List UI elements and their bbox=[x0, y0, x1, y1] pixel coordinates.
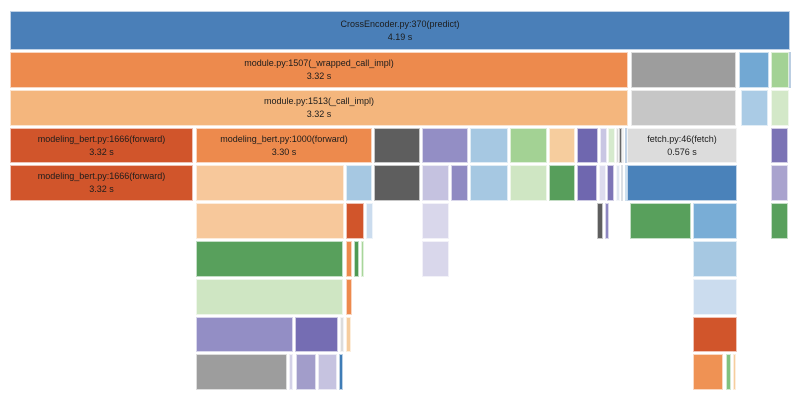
frame-block[interactable] bbox=[739, 52, 769, 88]
frame-block[interactable] bbox=[622, 128, 624, 163]
frame-block[interactable] bbox=[361, 241, 364, 277]
frame-block[interactable] bbox=[549, 128, 575, 163]
frame-block[interactable] bbox=[374, 128, 420, 163]
frame-label: modeling_bert.py:1666(forward) bbox=[37, 171, 166, 182]
frame-block[interactable] bbox=[693, 354, 723, 390]
frame-label: CrossEncoder.py:370(predict) bbox=[340, 18, 460, 29]
frame-block[interactable] bbox=[196, 165, 344, 201]
frame-time: 3.32 s bbox=[306, 71, 332, 81]
frame-wrapped-call-impl[interactable]: module.py:1507(_wrapped_call_impl) 3.32 s bbox=[10, 52, 628, 88]
frame-time: 3.30 s bbox=[271, 146, 297, 157]
frame-block[interactable] bbox=[624, 128, 627, 163]
frame-fetch[interactable]: fetch.py:46(fetch) 0.576 s bbox=[627, 128, 737, 163]
frame-block[interactable] bbox=[346, 279, 352, 315]
frame-time: 4.19 s bbox=[387, 31, 413, 42]
frame-block[interactable] bbox=[771, 52, 789, 88]
frame-block[interactable] bbox=[346, 317, 351, 352]
frame-label: module.py:1513(_call_impl) bbox=[263, 96, 375, 107]
frame-block[interactable] bbox=[741, 90, 768, 126]
frame-modeling-bert-1666-forward[interactable]: modeling_bert.py:1666(forward) 3.32 s bbox=[10, 128, 193, 163]
frame-block[interactable] bbox=[597, 203, 603, 239]
frame-time: 3.32 s bbox=[306, 109, 332, 119]
frame-block[interactable] bbox=[577, 128, 598, 163]
frame-label: modeling_bert.py:1666(forward) bbox=[37, 133, 166, 144]
frame-call-impl[interactable]: module.py:1513(_call_impl) 3.32 s bbox=[10, 90, 628, 126]
frame-block[interactable] bbox=[510, 128, 547, 163]
frame-block[interactable] bbox=[196, 279, 343, 315]
frame-modeling-bert-1666-forward[interactable]: modeling_bert.py:1666(forward) 3.32 s bbox=[10, 165, 193, 201]
frame-block[interactable] bbox=[470, 128, 508, 163]
frame-block[interactable] bbox=[346, 165, 372, 201]
frame-block[interactable] bbox=[693, 241, 737, 277]
frame-block[interactable] bbox=[422, 203, 449, 239]
frame-block[interactable] bbox=[366, 203, 373, 239]
frame-block[interactable] bbox=[771, 165, 788, 201]
frame-block[interactable] bbox=[339, 354, 343, 390]
frame-block[interactable] bbox=[619, 128, 622, 163]
frame-block[interactable] bbox=[621, 165, 623, 201]
frame-block[interactable] bbox=[693, 279, 737, 315]
frame-time: 0.576 s bbox=[667, 146, 697, 157]
frame-time: 3.32 s bbox=[89, 146, 114, 157]
frame-label: modeling_bert.py:1000(forward) bbox=[220, 133, 348, 144]
frame-block[interactable] bbox=[771, 90, 789, 126]
frame-time: 3.32 s bbox=[89, 184, 114, 194]
frame-block[interactable] bbox=[600, 128, 607, 163]
frame-modeling-bert-1000-forward[interactable]: modeling_bert.py:1000(forward) 3.30 s bbox=[196, 128, 372, 163]
frame-block[interactable] bbox=[630, 203, 691, 239]
frame-block[interactable] bbox=[354, 241, 359, 277]
frame-label: fetch.py:46(fetch) bbox=[647, 133, 717, 144]
frame-block[interactable] bbox=[631, 52, 736, 88]
frame-block[interactable] bbox=[196, 317, 293, 352]
frame-block[interactable] bbox=[296, 354, 316, 390]
frame-block[interactable] bbox=[289, 354, 293, 390]
frame-block[interactable] bbox=[607, 165, 614, 201]
frame-block[interactable] bbox=[624, 165, 627, 201]
frame-block[interactable] bbox=[693, 317, 737, 352]
frame-block[interactable] bbox=[346, 203, 364, 239]
frame-block[interactable] bbox=[470, 165, 508, 201]
frame-block[interactable] bbox=[577, 165, 597, 201]
frame-block[interactable] bbox=[510, 165, 547, 201]
frame-block[interactable] bbox=[374, 165, 420, 201]
frame-label: module.py:1507(_wrapped_call_impl) bbox=[244, 58, 394, 69]
frame-block[interactable] bbox=[771, 128, 788, 163]
frame-block[interactable] bbox=[789, 52, 791, 88]
frame-block[interactable] bbox=[693, 203, 737, 239]
frame-block[interactable] bbox=[340, 317, 344, 352]
frame-block[interactable] bbox=[599, 165, 606, 201]
frame-block[interactable] bbox=[422, 241, 449, 277]
frame-block[interactable] bbox=[318, 354, 337, 390]
frame-block[interactable] bbox=[196, 354, 287, 390]
frame-block[interactable] bbox=[627, 165, 737, 201]
frame-block[interactable] bbox=[422, 128, 468, 163]
frame-block[interactable] bbox=[451, 165, 468, 201]
frame-block[interactable] bbox=[196, 203, 344, 239]
frame-block[interactable] bbox=[608, 128, 615, 163]
frame-block[interactable] bbox=[196, 241, 343, 277]
frame-block[interactable] bbox=[616, 165, 620, 201]
frame-block[interactable] bbox=[733, 354, 736, 390]
frame-block[interactable] bbox=[631, 90, 736, 126]
frame-block[interactable] bbox=[549, 165, 575, 201]
frame-block[interactable] bbox=[605, 203, 609, 239]
frame-crossencoder-predict[interactable]: CrossEncoder.py:370(predict) 4.19 s bbox=[10, 11, 790, 50]
frame-block[interactable] bbox=[771, 203, 788, 239]
frame-block[interactable] bbox=[422, 165, 449, 201]
frame-block[interactable] bbox=[295, 317, 338, 352]
frame-block[interactable] bbox=[346, 241, 352, 277]
frame-block[interactable] bbox=[616, 128, 619, 163]
frame-block[interactable] bbox=[726, 354, 731, 390]
